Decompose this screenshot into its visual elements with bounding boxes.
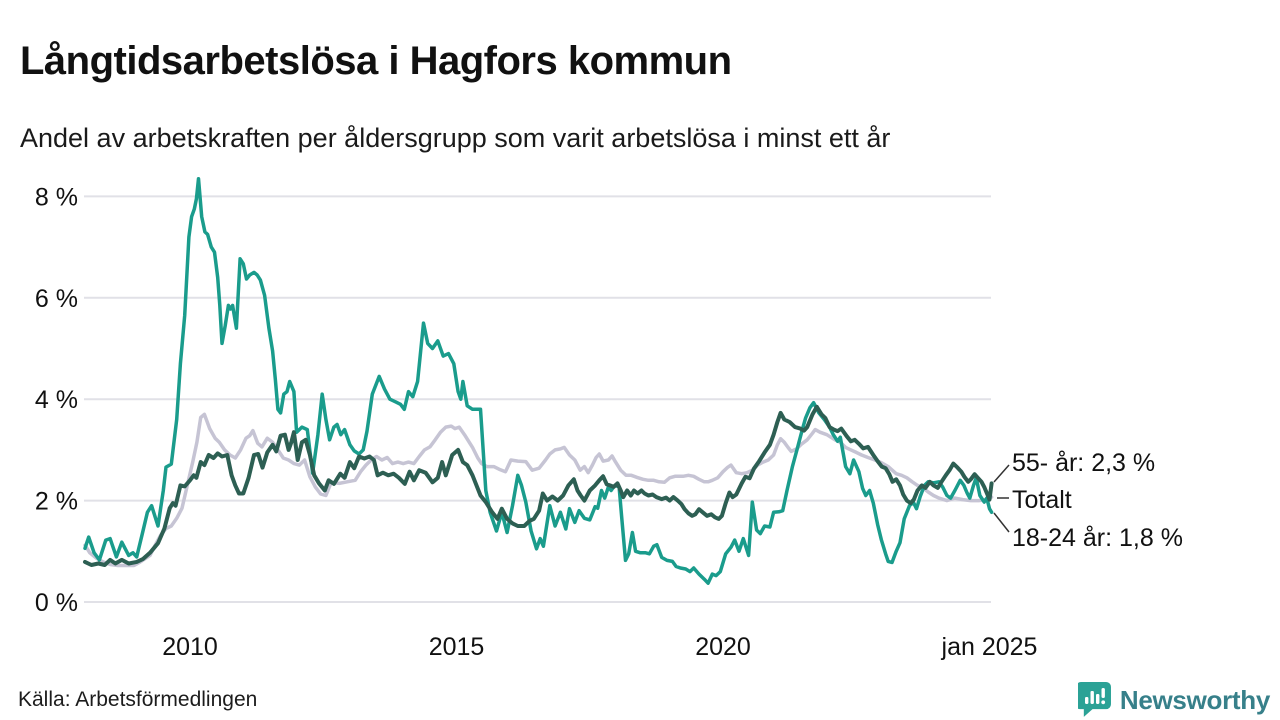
series-end-label-totalt: Totalt bbox=[1012, 486, 1072, 514]
source-note: Källa: Arbetsförmedlingen bbox=[18, 688, 258, 711]
newsworthy-logo: Newsworthy bbox=[1077, 682, 1270, 718]
x-tick-label: 2015 bbox=[429, 633, 485, 661]
callout-line-18-24 bbox=[993, 512, 1010, 533]
x-tick-label: 2020 bbox=[695, 633, 751, 661]
series-end-label-18-24: 18-24 år: 1,8 % bbox=[1012, 524, 1183, 552]
y-tick-label: 2 % bbox=[35, 488, 78, 516]
gridlines bbox=[84, 195, 991, 603]
callout-lines bbox=[993, 464, 1010, 533]
y-tick-label: 0 % bbox=[35, 589, 78, 617]
page-title: Långtidsarbetslösa i Hagfors kommun bbox=[20, 38, 732, 83]
series-line-55--år bbox=[83, 404, 994, 567]
series-lines bbox=[83, 176, 994, 585]
series-line-18-24-år bbox=[83, 176, 994, 585]
series-line-totalt bbox=[83, 412, 994, 568]
axis-tick-labels: 0 % 2 % 4 % 6 % 8 % 2010 2015 2020 jan 2025 bbox=[35, 183, 1038, 661]
series-end-label-55: 55- år: 2,3 % bbox=[1012, 449, 1156, 477]
y-tick-label: 6 % bbox=[35, 285, 78, 313]
x-tick-label: 2010 bbox=[162, 633, 218, 661]
x-tick-label: jan 2025 bbox=[941, 633, 1038, 661]
y-tick-label: 4 % bbox=[35, 386, 78, 414]
page-subtitle: Andel av arbetskraften per åldersgrupp s… bbox=[20, 123, 891, 153]
y-tick-label: 8 % bbox=[35, 183, 78, 211]
callout-line-55 bbox=[993, 464, 1010, 483]
brand-name: Newsworthy bbox=[1119, 684, 1270, 715]
newsworthy-chart-icon bbox=[1077, 682, 1111, 717]
